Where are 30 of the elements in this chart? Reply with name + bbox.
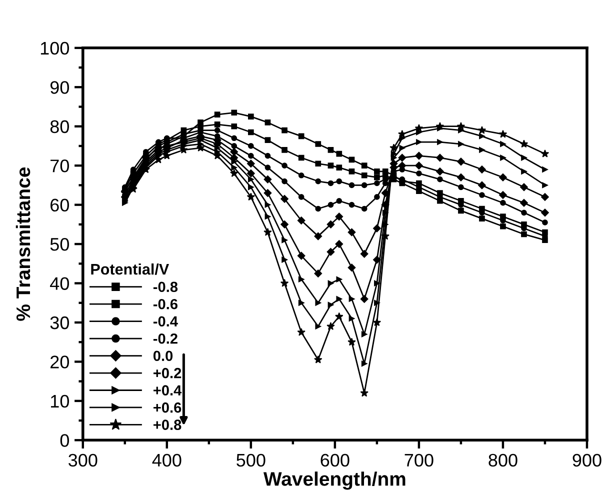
legend-label: +0.2 <box>154 368 182 378</box>
legend-label: -0.6 <box>153 298 178 310</box>
legend-label: +0.6 <box>154 402 182 413</box>
x-tick-label: 800 <box>488 454 518 467</box>
y-tick-label: 100 <box>40 42 69 55</box>
legend-label: -0.2 <box>153 333 178 344</box>
x-axis-title: Wavelength/nm <box>263 472 406 490</box>
y-tick-label: 90 <box>50 81 69 94</box>
legend-label: -0.8 <box>153 282 178 292</box>
legend-label: -0.4 <box>153 316 178 327</box>
y-tick-label: 80 <box>50 120 69 134</box>
x-tick-label: 600 <box>320 454 350 467</box>
x-tick-label: 500 <box>236 454 266 467</box>
y-tick-label: 70 <box>50 160 69 172</box>
y-tick-label: 10 <box>50 394 69 408</box>
y-tick-label: 20 <box>50 356 69 368</box>
y-tick-label: 0 <box>60 434 69 447</box>
legend-label: +0.4 <box>154 385 182 396</box>
y-tick-label: 40 <box>50 277 69 290</box>
x-tick-label: 400 <box>152 454 182 467</box>
legend-label: +0.8 <box>154 420 182 430</box>
y-tick-label: 60 <box>50 198 69 212</box>
legend-label: 0.0 <box>153 350 173 362</box>
x-tick-label: 700 <box>404 454 434 467</box>
y-tick-label: 30 <box>50 316 69 330</box>
y-tick-label: 50 <box>50 238 69 251</box>
x-tick-label: 900 <box>572 454 602 467</box>
x-tick-label: 300 <box>68 454 98 467</box>
legend-title: Potential/V <box>91 263 170 275</box>
y-axis-title: % Transmittance <box>16 167 30 321</box>
